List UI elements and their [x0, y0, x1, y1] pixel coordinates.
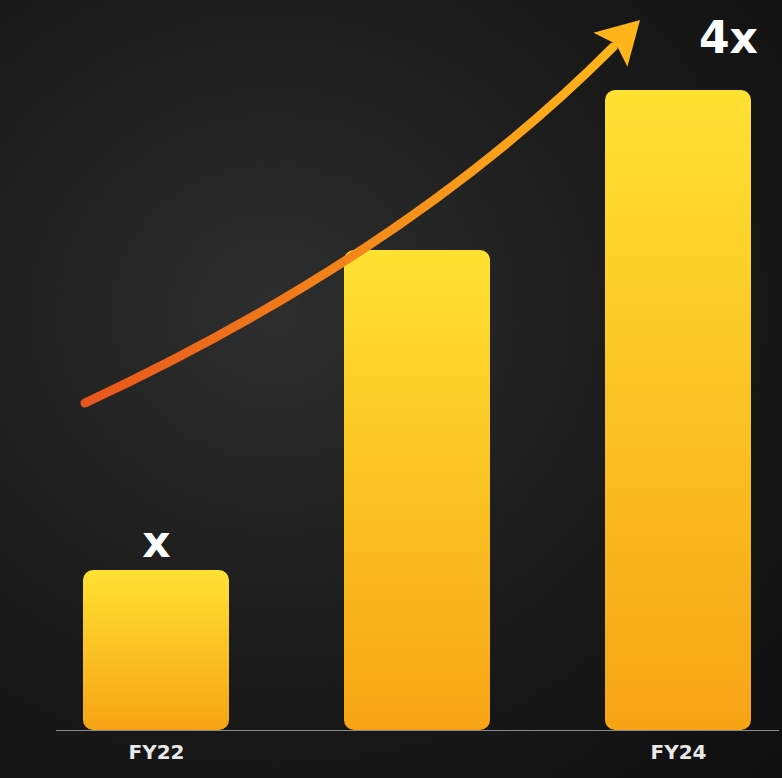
svg-text:4x: 4x [699, 12, 758, 63]
svg-text:x: x [142, 516, 170, 567]
svg-text:FY22: FY22 [129, 740, 185, 764]
svg-text:FY24: FY24 [651, 740, 707, 764]
